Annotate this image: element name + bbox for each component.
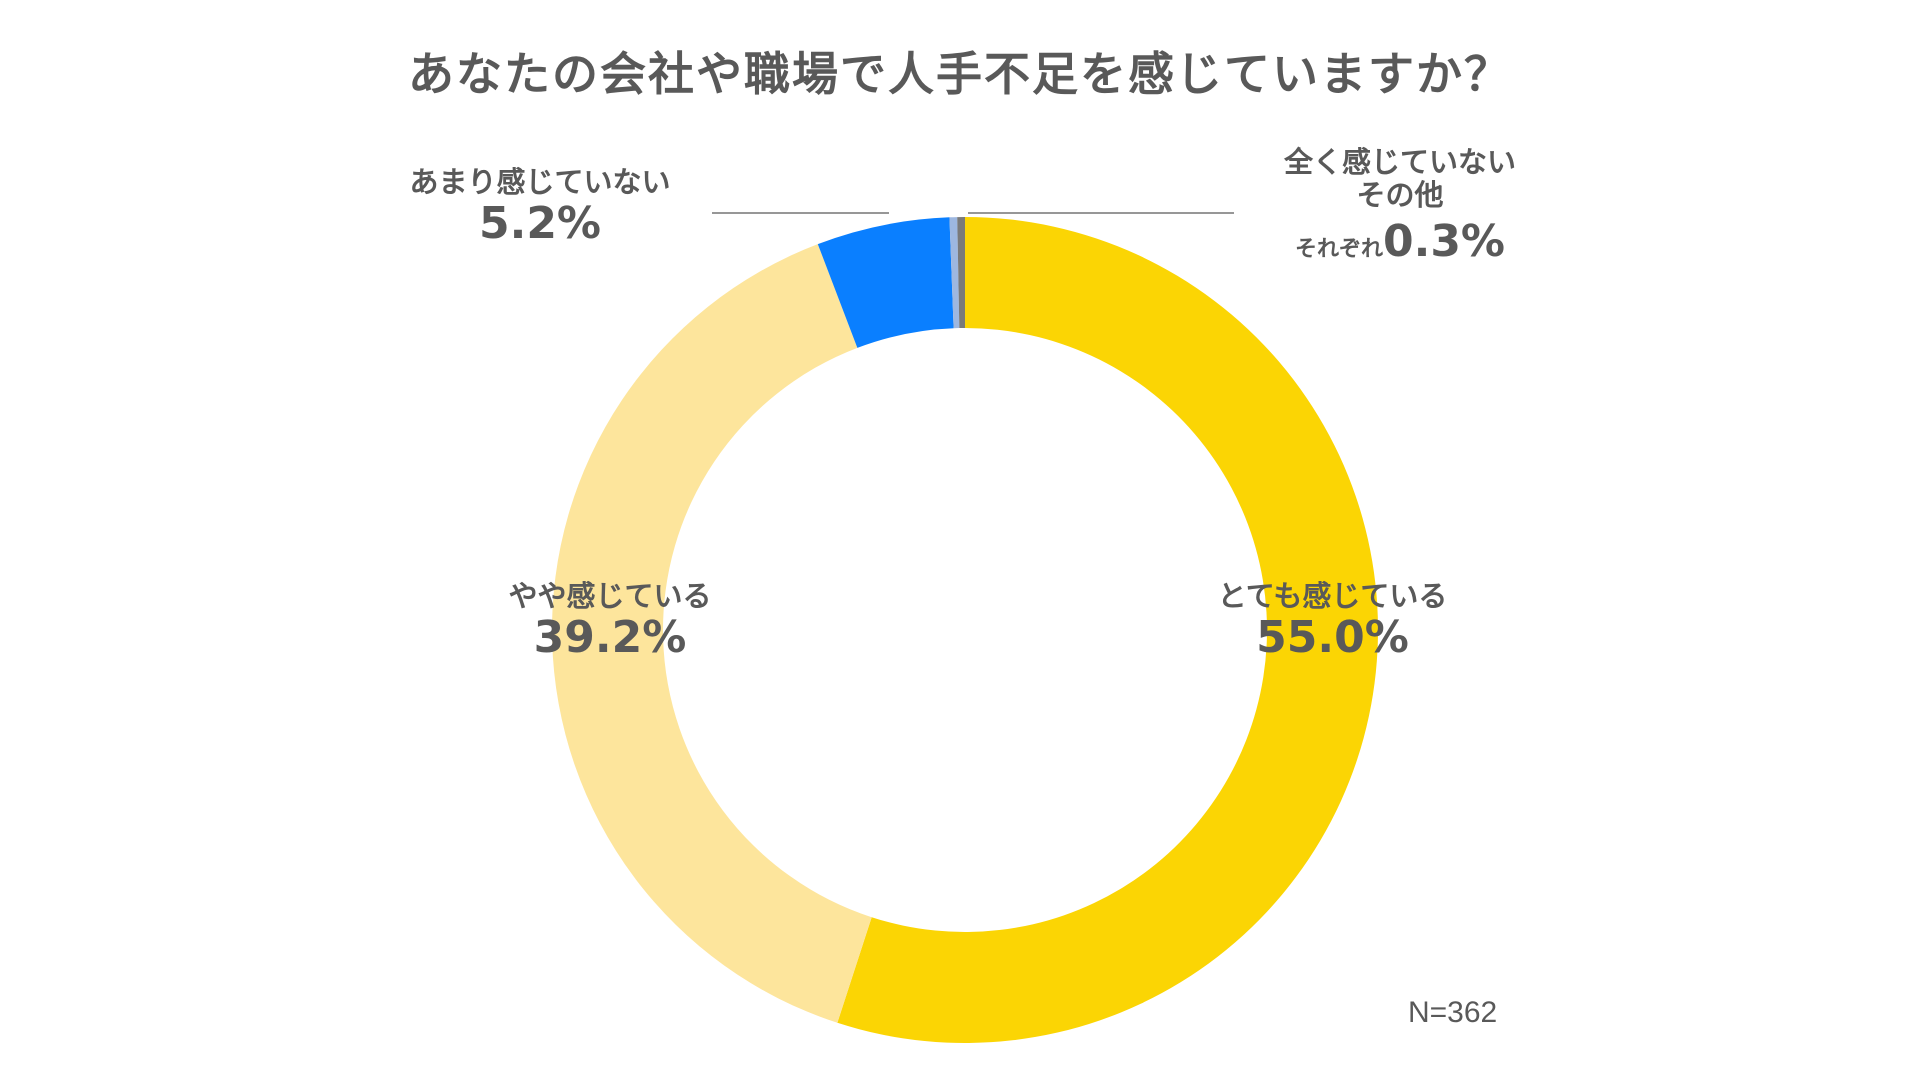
label-other-name: その他 — [1356, 178, 1444, 213]
label-none-other-pct: 0.3% — [1382, 215, 1506, 267]
label-each-prefix: それぞれ — [1294, 236, 1383, 262]
label-very-pct: 55.0% — [1256, 612, 1409, 664]
label-very-name: とても感じている — [1217, 579, 1448, 613]
label-somewhat-pct: 39.2% — [533, 612, 687, 664]
donut-slice-3 — [817, 217, 954, 348]
label-somewhat: やや感じている 39.2% — [475, 579, 745, 664]
label-little-pct: 5.2% — [478, 198, 602, 250]
donut-slice-4 — [949, 217, 960, 329]
label-none-other: 全く感じていない その他 それぞれ0.3% — [1255, 145, 1545, 267]
label-none-name: 全く感じていない — [1283, 145, 1516, 179]
label-little: あまり感じていない 5.2% — [390, 165, 690, 250]
donut-slice-2 — [551, 244, 872, 1023]
donut-slice-1 — [837, 217, 1378, 1043]
sample-size-note: N=362 — [1408, 996, 1498, 1029]
label-very: とても感じている 55.0% — [1195, 579, 1470, 664]
chart-title: あなたの会社や職場で人手不足を感じていますか？ — [408, 47, 1512, 101]
label-little-name: あまり感じていない — [409, 165, 671, 199]
donut-slice-5 — [957, 217, 965, 329]
label-somewhat-name: やや感じている — [508, 579, 712, 613]
